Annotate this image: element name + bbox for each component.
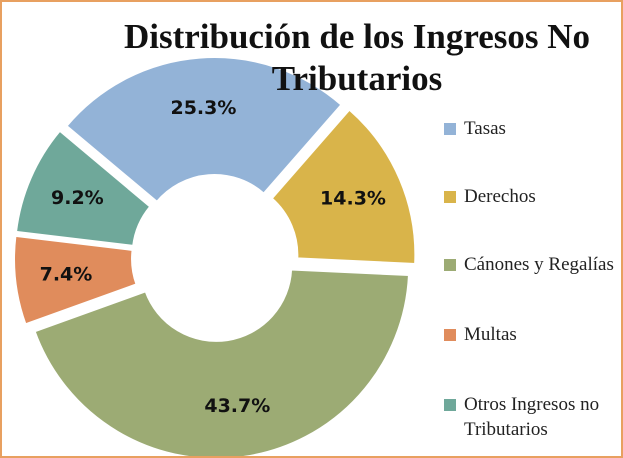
slice <box>14 129 152 247</box>
legend-item: Multas <box>442 322 621 347</box>
data-label: 25.3% <box>170 97 236 119</box>
slice <box>13 234 138 326</box>
data-label: 43.7% <box>204 395 270 417</box>
legend-swatch <box>444 329 456 341</box>
legend-item: Derechos <box>442 184 621 209</box>
legend-item: Otros Ingresos no Tributarios <box>442 392 621 442</box>
legend-label: Tasas <box>464 118 506 139</box>
legend-swatch <box>444 123 456 135</box>
slice <box>33 268 411 456</box>
legend-label: Derechos <box>464 186 536 207</box>
slice <box>270 108 417 266</box>
legend-label: Multas <box>464 324 517 345</box>
chart-title: Distribución de los Ingresos No Tributar… <box>123 17 591 98</box>
data-label: 14.3% <box>320 188 386 210</box>
legend-label: Cánones y Regalías <box>464 254 614 275</box>
legend-swatch <box>444 259 456 271</box>
legend-label: Otros Ingresos no Tributarios <box>464 394 600 440</box>
data-label: 7.4% <box>40 263 93 285</box>
data-label: 9.2% <box>51 187 104 209</box>
legend-item: Cánones y Regalías <box>442 252 621 277</box>
legend-swatch <box>444 191 456 203</box>
slice <box>65 56 343 204</box>
legend-item: Tasas <box>442 116 621 141</box>
legend-swatch <box>444 399 456 411</box>
